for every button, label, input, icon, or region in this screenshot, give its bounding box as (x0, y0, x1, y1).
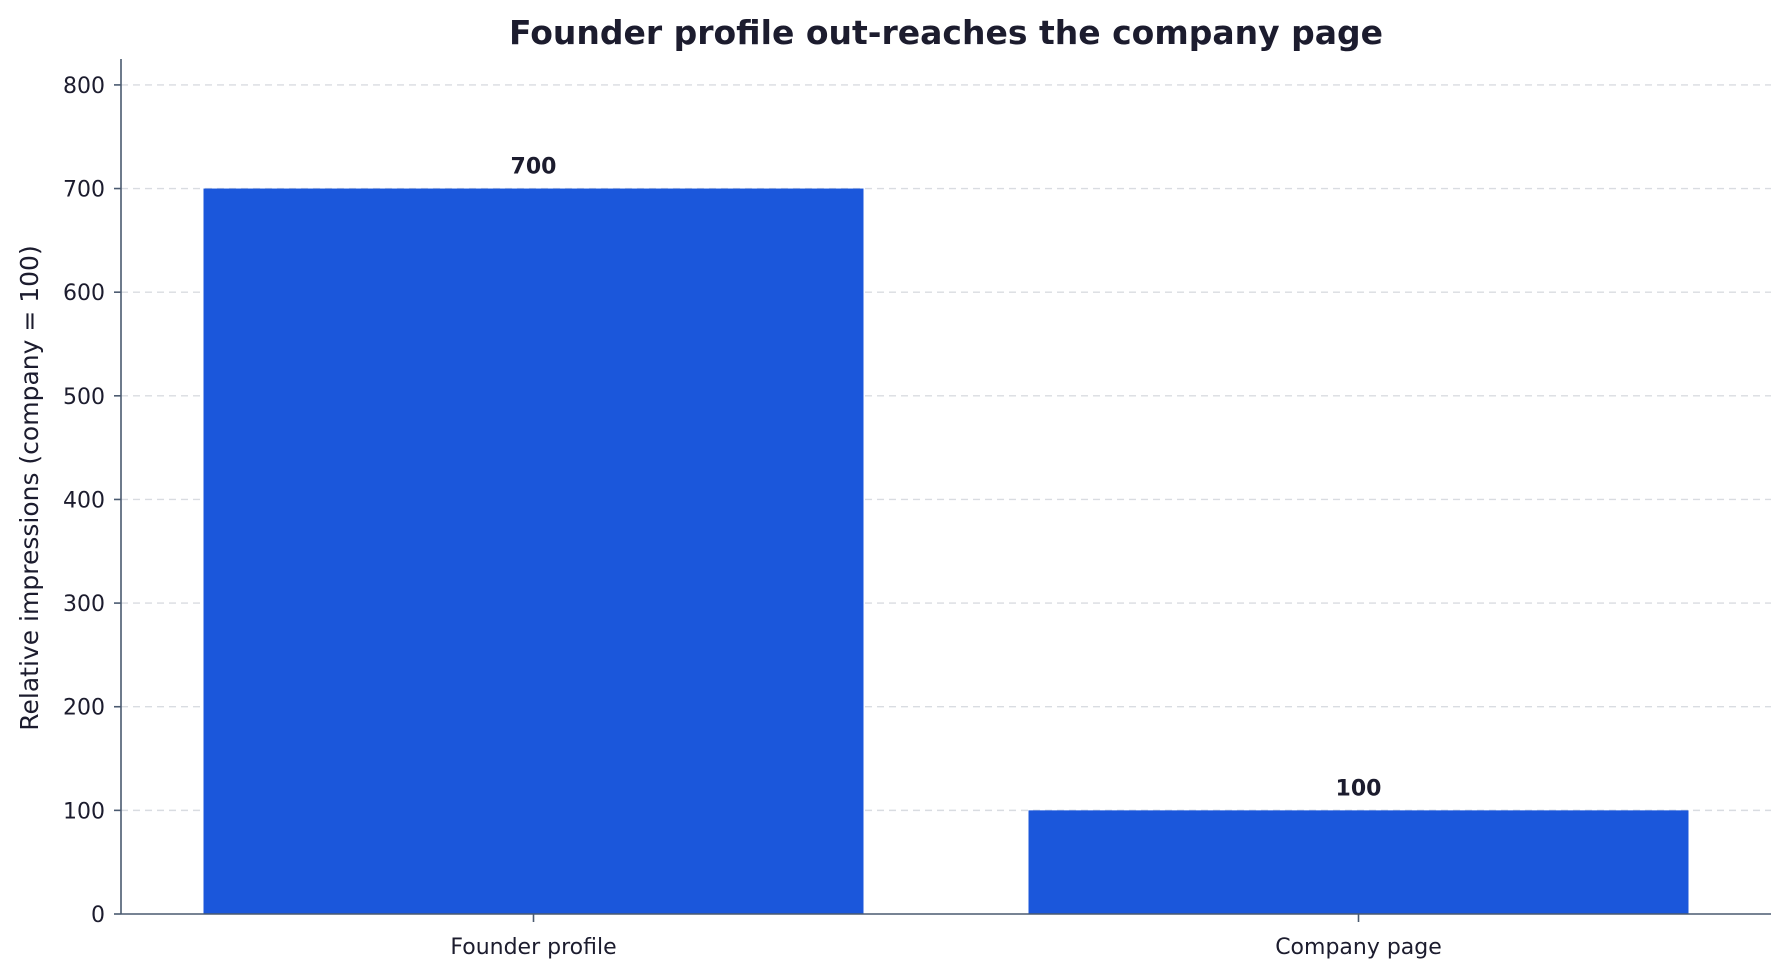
x-tick-label: Founder profile (450, 935, 616, 960)
bar-founder-profile (203, 188, 864, 914)
y-tick-label: 700 (63, 178, 105, 203)
data-label: 100 (1336, 776, 1382, 801)
y-tick-label: 600 (63, 281, 105, 306)
y-tick-label: 100 (63, 799, 105, 824)
y-tick-label: 500 (63, 385, 105, 410)
y-tick-label: 200 (63, 696, 105, 721)
y-tick-labels: 0 100 200 300 400 500 600 700 800 (63, 74, 105, 928)
y-tick-label: 800 (63, 74, 105, 99)
chart-title: Founder profile out-reaches the company … (509, 13, 1383, 52)
y-tick-label: 0 (91, 903, 105, 928)
y-tick-label: 400 (63, 488, 105, 513)
y-tick-label: 300 (63, 592, 105, 617)
bars (203, 188, 1689, 914)
bar-company-page (1028, 810, 1689, 914)
y-axis-label: Relative impressions (company = 100) (15, 245, 44, 730)
x-tick-labels: Founder profile Company page (450, 935, 1441, 960)
data-label: 700 (511, 155, 557, 180)
axes (114, 59, 1771, 922)
x-tick-label: Company page (1275, 935, 1442, 960)
data-labels: 700 100 (511, 155, 1382, 802)
